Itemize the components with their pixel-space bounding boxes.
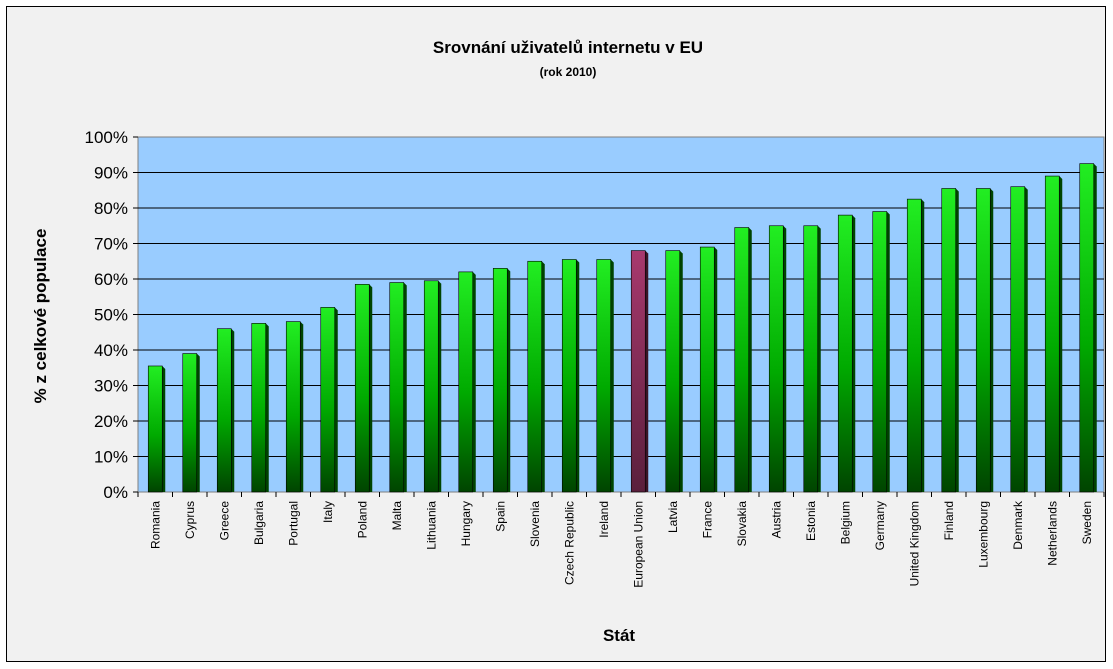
x-axis-label: Stát — [603, 626, 635, 645]
bar — [975, 188, 994, 493]
y-tick-label: 80% — [94, 199, 128, 218]
x-tick-label: Luxembourg — [976, 501, 990, 568]
x-tick-label: Slovakia — [735, 501, 749, 547]
bar — [1079, 163, 1097, 493]
x-tick-labels: Romania Cyprus Greece Bulgaria Portugal Italy… — [137, 492, 1105, 588]
y-tick-label: 20% — [94, 412, 128, 431]
bar — [803, 225, 821, 493]
x-tick-label: Bulgaria — [252, 501, 266, 545]
x-tick-label: Portugal — [286, 501, 300, 546]
bar — [941, 188, 959, 493]
y-tick-label: 60% — [94, 270, 128, 289]
x-tick-label: Slovenia — [528, 501, 542, 547]
bar — [251, 323, 269, 493]
y-tick-label: 100% — [85, 128, 128, 147]
x-tick-label: United Kingdom — [907, 501, 921, 586]
y-tick-label: 10% — [94, 448, 128, 467]
x-tick-label: Italy — [321, 501, 335, 523]
y-tick-label: 40% — [94, 341, 128, 360]
bar — [147, 365, 166, 493]
chart-subtitle: (rok 2010) — [540, 65, 597, 79]
x-tick-label: Ireland — [597, 501, 611, 538]
bar — [596, 259, 614, 493]
bar — [561, 259, 580, 493]
x-tick-label: Belgium — [838, 501, 852, 544]
x-tick-label: Malta — [390, 501, 404, 531]
x-tick-label: Denmark — [1011, 500, 1025, 550]
bar — [527, 260, 545, 493]
x-tick-label: European Union — [631, 501, 645, 588]
bar — [285, 321, 304, 493]
x-tick-label: Estonia — [804, 501, 818, 541]
y-tick-label: 0% — [103, 483, 128, 502]
bar — [320, 307, 338, 493]
bar — [354, 284, 373, 493]
bar — [837, 214, 856, 493]
x-tick-label: France — [700, 501, 714, 539]
x-tick-label: Czech Republic — [562, 501, 576, 585]
bar — [389, 282, 407, 493]
y-axis-label: % z celkové populace — [31, 229, 50, 404]
y-tick-label: 30% — [94, 377, 128, 396]
x-tick-label: Romania — [148, 501, 162, 549]
bar — [768, 225, 787, 493]
x-tick-label: Lithuania — [424, 501, 438, 550]
bar — [699, 246, 718, 493]
bar — [492, 268, 511, 493]
bar — [1010, 186, 1028, 493]
bar — [734, 227, 752, 493]
x-tick-label: Cyprus — [183, 501, 197, 539]
x-tick-label: Austria — [769, 501, 783, 539]
y-tick-label: 90% — [94, 164, 128, 183]
x-tick-label: Sweden — [1080, 501, 1094, 544]
x-tick-label: Greece — [217, 501, 231, 541]
x-tick-label: Latvia — [666, 501, 680, 533]
bar — [630, 250, 649, 493]
bar — [872, 211, 890, 493]
x-tick-label: Spain — [493, 501, 507, 532]
bar — [458, 271, 476, 493]
bars — [147, 163, 1097, 493]
x-tick-label: Finland — [942, 501, 956, 540]
bar — [423, 280, 442, 493]
bar — [182, 353, 200, 493]
y-tick-label: 50% — [94, 306, 128, 325]
x-tick-label: Poland — [355, 501, 369, 538]
bar — [216, 328, 235, 493]
x-tick-label: Netherlands — [1045, 501, 1059, 566]
bar — [665, 250, 683, 493]
bar — [906, 198, 925, 493]
bar — [1044, 175, 1063, 493]
x-tick-label: Hungary — [459, 501, 473, 546]
y-tick-labels: 0% 10% 20% 30% 40% 50% 60% 70% 80% 90% 100% — [85, 128, 138, 502]
x-tick-label: Germany — [873, 501, 887, 550]
chart-title: Srovnání uživatelů internetu v EU — [433, 38, 703, 57]
y-tick-label: 70% — [94, 235, 128, 254]
